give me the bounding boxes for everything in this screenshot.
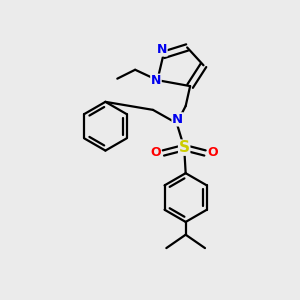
Text: N: N xyxy=(151,74,161,87)
Text: N: N xyxy=(157,43,167,56)
Text: O: O xyxy=(208,146,218,160)
Text: O: O xyxy=(150,146,161,160)
Text: N: N xyxy=(172,113,183,126)
Text: S: S xyxy=(179,140,190,155)
